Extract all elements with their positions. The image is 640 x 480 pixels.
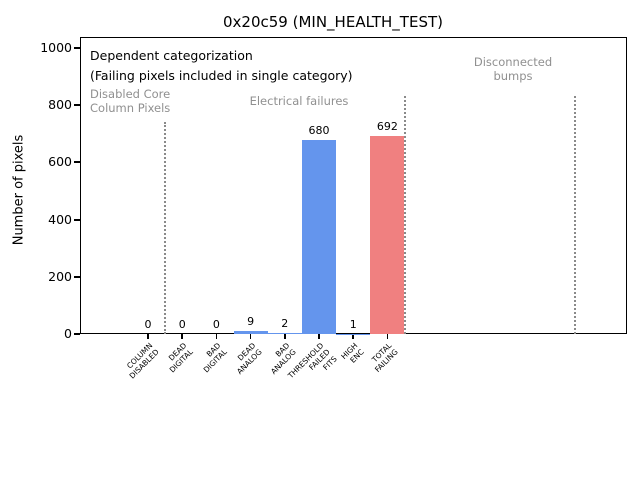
y-tick-mark xyxy=(74,218,80,221)
plot-area xyxy=(80,37,627,334)
y-tick-mark xyxy=(74,104,80,107)
y-tick-mark xyxy=(74,47,80,49)
x-tick-mark xyxy=(386,334,389,339)
section-disabled-core-column-pixels: Disabled Core Column Pixels xyxy=(90,87,171,116)
bar-value-label: 9 xyxy=(247,315,255,329)
bar xyxy=(370,136,405,334)
x-tick-mark xyxy=(215,334,218,339)
y-tick-label: 600 xyxy=(48,154,72,170)
group-separator-line xyxy=(404,96,406,334)
y-tick-label: 800 xyxy=(48,97,72,113)
bar xyxy=(267,333,302,334)
x-tick-mark xyxy=(318,334,320,339)
x-tick-mark xyxy=(147,334,149,339)
bar-value-label: 0 xyxy=(212,318,220,331)
failing-pixels-note: (Failing pixels included in single categ… xyxy=(90,68,353,83)
x-tick-mark xyxy=(352,334,354,339)
section-electrical-failures: Electrical failures xyxy=(249,94,349,108)
y-tick-label: 200 xyxy=(48,268,72,284)
x-tick-mark xyxy=(249,334,252,339)
group-separator-line xyxy=(164,122,166,334)
y-tick-mark xyxy=(74,333,80,335)
x-tick-mark xyxy=(284,334,286,339)
section-disconnected-bumps: Disconnected bumps xyxy=(473,55,553,84)
bar-value-label: 1 xyxy=(349,317,357,331)
bar-value-label: 692 xyxy=(376,120,398,134)
y-tick-label: 400 xyxy=(48,211,72,227)
bar xyxy=(302,139,336,334)
bar-value-label: 680 xyxy=(308,123,330,137)
group-separator-line xyxy=(574,96,576,334)
y-tick-mark xyxy=(74,161,80,164)
x-tick-mark xyxy=(181,334,183,339)
dependent-categorization-note: Dependent categorization xyxy=(90,48,253,63)
y-tick-label: 0 xyxy=(64,326,72,341)
bar-value-label: 2 xyxy=(281,317,289,331)
y-axis-label: Number of pixels xyxy=(11,134,27,246)
bar-value-label: 0 xyxy=(178,318,186,331)
chart-title: 0x20c59 (MIN_HEALTH_TEST) xyxy=(223,13,443,31)
y-tick-mark xyxy=(74,275,80,278)
bar xyxy=(233,331,268,334)
y-tick-label: 1000 xyxy=(40,40,72,55)
bar-value-label: 0 xyxy=(144,318,152,331)
